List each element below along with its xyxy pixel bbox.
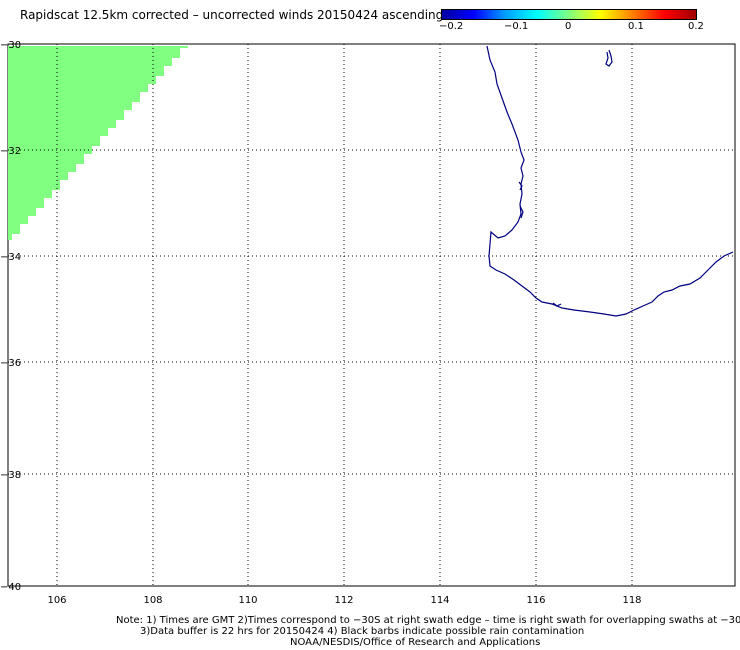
y-tick-label: −38 [0,470,21,481]
coastline-albany-sound [552,302,562,307]
coastline-harvey-estuary [519,205,524,219]
map-title: Rapidscat 12.5km corrected – uncorrected… [20,8,444,22]
colorbar-label-min: −0.2 [439,21,464,32]
coastline-rottnest-island [605,49,613,67]
x-tick-label: 108 [143,595,162,606]
footnote-credit: NOAA/NESDIS/Office of Research and Appli… [290,637,541,648]
y-axis: −30 −32 −34 −36 −38 −40 [0,40,21,593]
x-tick-label: 106 [47,595,66,606]
x-tick-label: 110 [238,595,257,606]
y-tick-label: −30 [0,40,21,51]
y-tick-label: −34 [0,252,21,263]
data-swath [8,46,188,240]
footnote-line-2: 3)Data buffer is 22 hrs for 20150424 4) … [140,626,585,637]
colorbar-label-neg-tenth: −0.1 [504,21,529,32]
colorbar-label-pos-tenth: 0.1 [628,21,644,32]
x-tick-label: 114 [430,595,449,606]
coastline-peel-inlet [518,181,523,191]
x-axis: 106 108 110 112 114 116 118 [47,595,641,606]
plot-frame [7,43,736,587]
colorbar [441,9,697,20]
x-tick-label: 112 [334,595,353,606]
footnote-line-1: Note: 1) Times are GMT 2)Times correspon… [116,615,740,626]
y-tick-label: −32 [0,146,21,157]
y-tick-label: −36 [0,358,21,369]
colorbar-label-max: 0.2 [688,21,704,32]
coastline [486,45,734,317]
y-tick-label: −40 [0,582,21,593]
colorbar-label-zero: 0 [565,21,572,32]
coastline-west [486,45,734,317]
x-tick-label: 116 [526,595,545,606]
x-tick-label: 118 [622,595,641,606]
